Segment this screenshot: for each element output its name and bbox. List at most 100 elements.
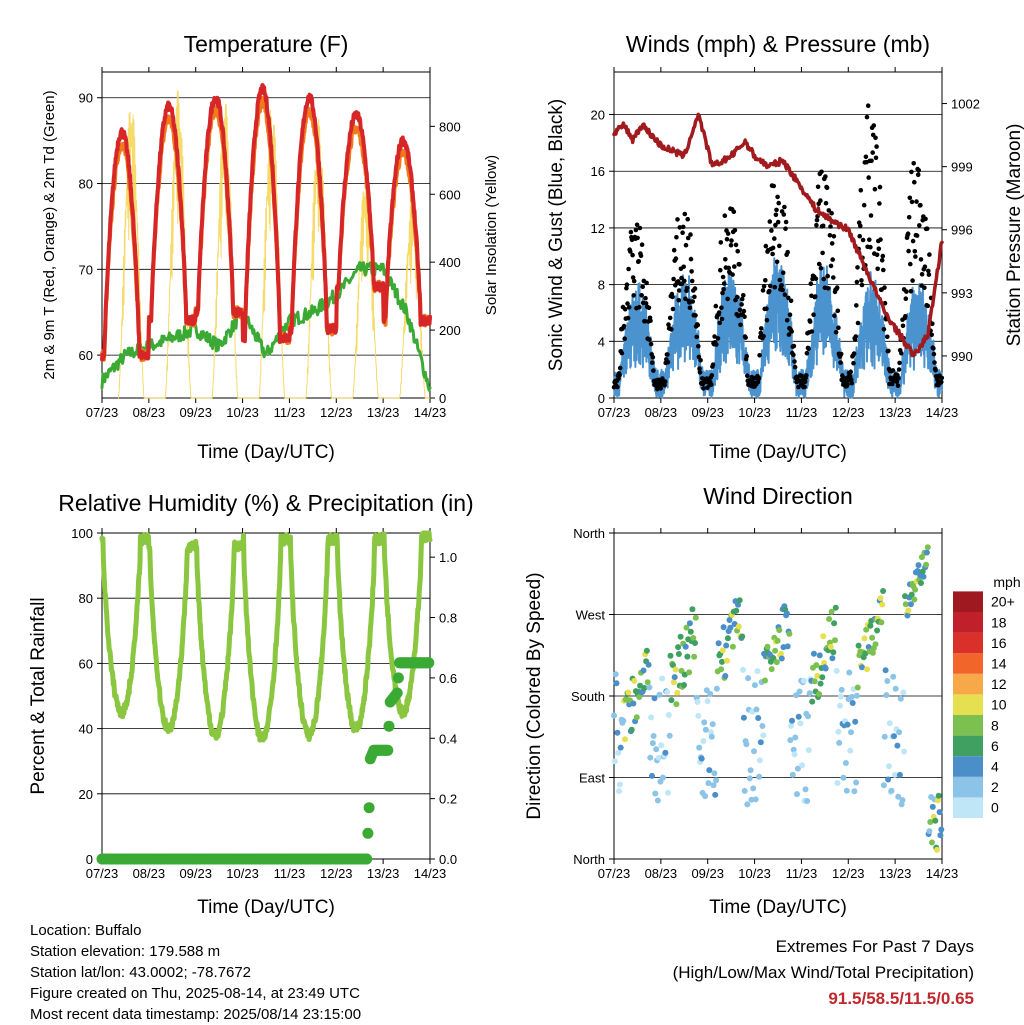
direction-point [616, 781, 623, 788]
humidity-ytick-label: 0 [86, 852, 93, 867]
gust-point [881, 267, 886, 273]
direction-point [665, 789, 671, 796]
direction-point [686, 669, 693, 676]
temperature-ytick-label-right: 800 [439, 119, 461, 134]
gust-point [761, 283, 767, 289]
winds-xtick-label: 11/23 [786, 405, 818, 420]
gust-point [813, 294, 818, 299]
gust-point [900, 323, 906, 329]
gust-point [819, 169, 824, 175]
precip-point [392, 672, 404, 684]
gust-point [763, 243, 769, 249]
humidity-xtick-label: 12/23 [320, 866, 353, 881]
gust-point [685, 235, 691, 241]
gust-point [873, 135, 878, 141]
direction-point [787, 737, 794, 744]
direction-point [645, 661, 652, 668]
direction-point [628, 726, 635, 733]
gust-point [838, 360, 843, 365]
direction-point [653, 746, 660, 753]
gust-point [775, 194, 780, 200]
direction-xtick-label: 08/23 [645, 866, 678, 881]
gust-point [671, 247, 677, 253]
gust-point [872, 186, 878, 192]
humidity-xlabel: Time (Day/UTC) [197, 897, 335, 918]
gust-point [732, 227, 738, 233]
gust-point [802, 384, 807, 390]
gust-point [724, 236, 730, 242]
gust-point [781, 212, 787, 217]
direction-point [740, 666, 746, 673]
gust-point [854, 279, 860, 285]
direction-point [698, 755, 705, 762]
direction-point [686, 620, 693, 627]
direction-point [881, 733, 888, 740]
temperature-xtick-label: 07/23 [86, 405, 119, 420]
direction-point [826, 616, 833, 622]
direction-point [612, 671, 619, 678]
direction-point [665, 712, 672, 718]
direction-point [884, 678, 891, 684]
gust-point [756, 376, 762, 381]
direction-ytick-label: West [576, 608, 606, 623]
direction-point [809, 698, 816, 705]
direction-point [905, 607, 912, 614]
direction-point [670, 679, 677, 686]
humidity-ytick-label-right: 0.0 [439, 852, 457, 867]
pressure-line [612, 112, 944, 358]
direction-point [934, 797, 941, 804]
direction-point [644, 679, 651, 686]
direction-point [759, 723, 766, 729]
gust-point [869, 158, 874, 164]
gust-point [933, 367, 938, 373]
direction-point [842, 760, 849, 766]
direction-point [810, 650, 817, 657]
gust-point [712, 334, 717, 339]
gust-point [696, 354, 702, 360]
gust-point [741, 308, 747, 314]
direction-point [888, 787, 895, 794]
temperature-xtick-label: 09/23 [179, 405, 212, 420]
gust-point [791, 343, 797, 349]
gust-point [926, 272, 932, 277]
direction-point [611, 758, 618, 765]
extremes-box: Extremes For Past 7 Days (High/Low/Max W… [673, 934, 974, 1012]
gust-point [719, 305, 724, 311]
direction-point [762, 677, 768, 684]
gust-point [626, 305, 632, 310]
gust-point [858, 223, 863, 229]
direction-point [796, 688, 803, 695]
direction-point [837, 693, 844, 700]
gust-point [722, 213, 728, 218]
gust-point [809, 329, 815, 334]
direction-point [681, 682, 687, 688]
gust-point [792, 359, 797, 364]
direction-point [827, 643, 834, 650]
direction-point [724, 657, 730, 664]
direction-point [631, 677, 638, 684]
gust-point [903, 314, 908, 319]
direction-point [633, 714, 640, 721]
gust-point [859, 282, 865, 288]
gust-point [804, 350, 810, 356]
legend-swatch [953, 715, 983, 736]
temperature-xtick-label: 10/23 [226, 405, 259, 420]
legend-label: 20+ [991, 594, 1015, 610]
gust-point [758, 330, 764, 336]
direction-point [927, 819, 934, 825]
gust-point [674, 234, 679, 240]
direction-ytick-label: North [573, 526, 605, 541]
gust-point [876, 246, 882, 251]
direction-point [756, 773, 763, 780]
info-recent: Most recent data timestamp: 2025/08/14 2… [30, 1006, 362, 1023]
gust-point [649, 360, 655, 366]
direction-point [672, 666, 679, 673]
direction-point [649, 740, 656, 747]
gust-point [693, 313, 698, 318]
gust-point [868, 244, 873, 250]
direction-point [659, 774, 666, 781]
gust-point [914, 199, 919, 204]
direction-point [701, 719, 708, 726]
direction-point [938, 826, 945, 833]
direction-point [822, 665, 829, 672]
